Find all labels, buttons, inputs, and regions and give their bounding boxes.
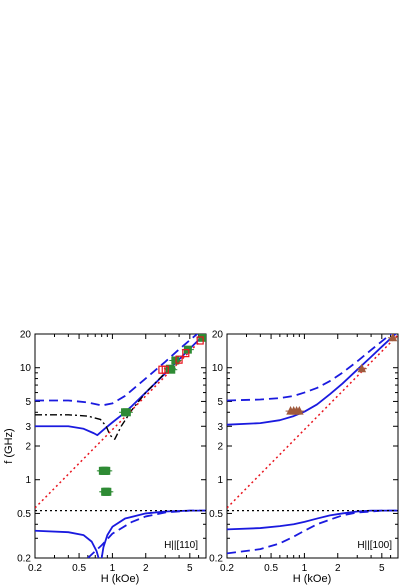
right-annotation: H||[100]: [357, 540, 392, 551]
left-ticklabels: 0.2 0.5 1 2 5 0.2 0.5 1 2 3 5 10 20: [17, 330, 193, 575]
series-line-black-dashdot: [35, 372, 166, 440]
x-tick-label: 5: [187, 563, 193, 574]
right-data: [227, 334, 398, 555]
series-line-red-dotted: [227, 334, 398, 509]
y-tick-label: 10: [20, 363, 32, 374]
series-line-blue-dashed: [35, 334, 199, 407]
y-tick-label: 20: [212, 330, 224, 341]
left-data: [35, 334, 206, 558]
x-tick-label: 0.2: [220, 563, 234, 574]
right-plot-frame: [226, 333, 399, 559]
data-point-green-square: [122, 408, 131, 417]
left-panel: 0.2 0.5 1 2 5 0.2 0.5 1 2 3 5 10 20 H||[110] H (kOe)…: [3, 330, 207, 585]
data-point-brown-triangle: [357, 363, 367, 373]
right-ticks: [226, 333, 399, 559]
y-tick-label: 1: [217, 475, 223, 486]
x-tick-label: 1: [302, 563, 308, 574]
y-tick-label: 2: [217, 442, 223, 453]
y-tick-label: 5: [25, 397, 31, 408]
right-panel: 0.2 0.5 1 2 5 0.2 0.5 1 2 3 5 10 20 H||[100] H (kOe): [209, 330, 399, 585]
data-point-green-square: [198, 334, 206, 342]
left-y-axis-title: f (GHz): [3, 428, 15, 463]
y-tick-label: 0.5: [17, 509, 31, 520]
series-line-blue-solid: [35, 529, 100, 558]
left-plot-frame: [34, 333, 207, 559]
left-ticks: [34, 333, 207, 559]
series-line-blue-solid: [35, 334, 206, 437]
x-tick-label: 5: [379, 563, 385, 574]
y-tick-label: 3: [25, 422, 31, 433]
y-tick-label: 5: [217, 397, 223, 408]
data-point-red-square: [175, 355, 183, 364]
y-tick-label: 0.5: [209, 509, 223, 520]
data-point-red-square: [196, 336, 204, 345]
right-x-axis-title: H (kOe): [293, 573, 332, 585]
x-tick-label: 2: [335, 563, 341, 574]
y-tick-label: 0.2: [17, 554, 31, 565]
left-x-axis-title: H (kOe): [101, 573, 140, 585]
y-tick-label: 2: [25, 442, 31, 453]
x-tick-label: 0.2: [28, 563, 42, 574]
data-point-red-square: [182, 349, 190, 358]
y-tick-label: 1: [25, 475, 31, 486]
series-line-blue-dashed: [227, 334, 393, 402]
data-point-brown-triangle: [388, 334, 398, 342]
x-tick-label: 0.5: [72, 563, 86, 574]
series-line-red-dotted: [35, 334, 206, 509]
data-point-green-square: [102, 466, 111, 475]
x-tick-label: 1: [110, 563, 116, 574]
data-point-green-square: [103, 487, 112, 496]
y-tick-label: 3: [217, 422, 223, 433]
data-point-red-square: [161, 365, 169, 374]
series-line-blue-solid: [227, 334, 397, 426]
data-point-green-square: [171, 356, 180, 365]
right-ticklabels: 0.2 0.5 1 2 5 0.2 0.5 1 2 3 5 10 20: [209, 330, 385, 575]
x-tick-label: 2: [143, 563, 149, 574]
x-tick-label: 0.5: [264, 563, 278, 574]
data-point-brown-triangle: [295, 405, 304, 415]
series-line-blue-dashed: [227, 509, 398, 555]
y-tick-label: 10: [212, 363, 224, 374]
left-annotation: H||[110]: [164, 540, 198, 551]
y-tick-label: 0.2: [209, 554, 223, 565]
y-tick-label: 20: [20, 330, 32, 341]
